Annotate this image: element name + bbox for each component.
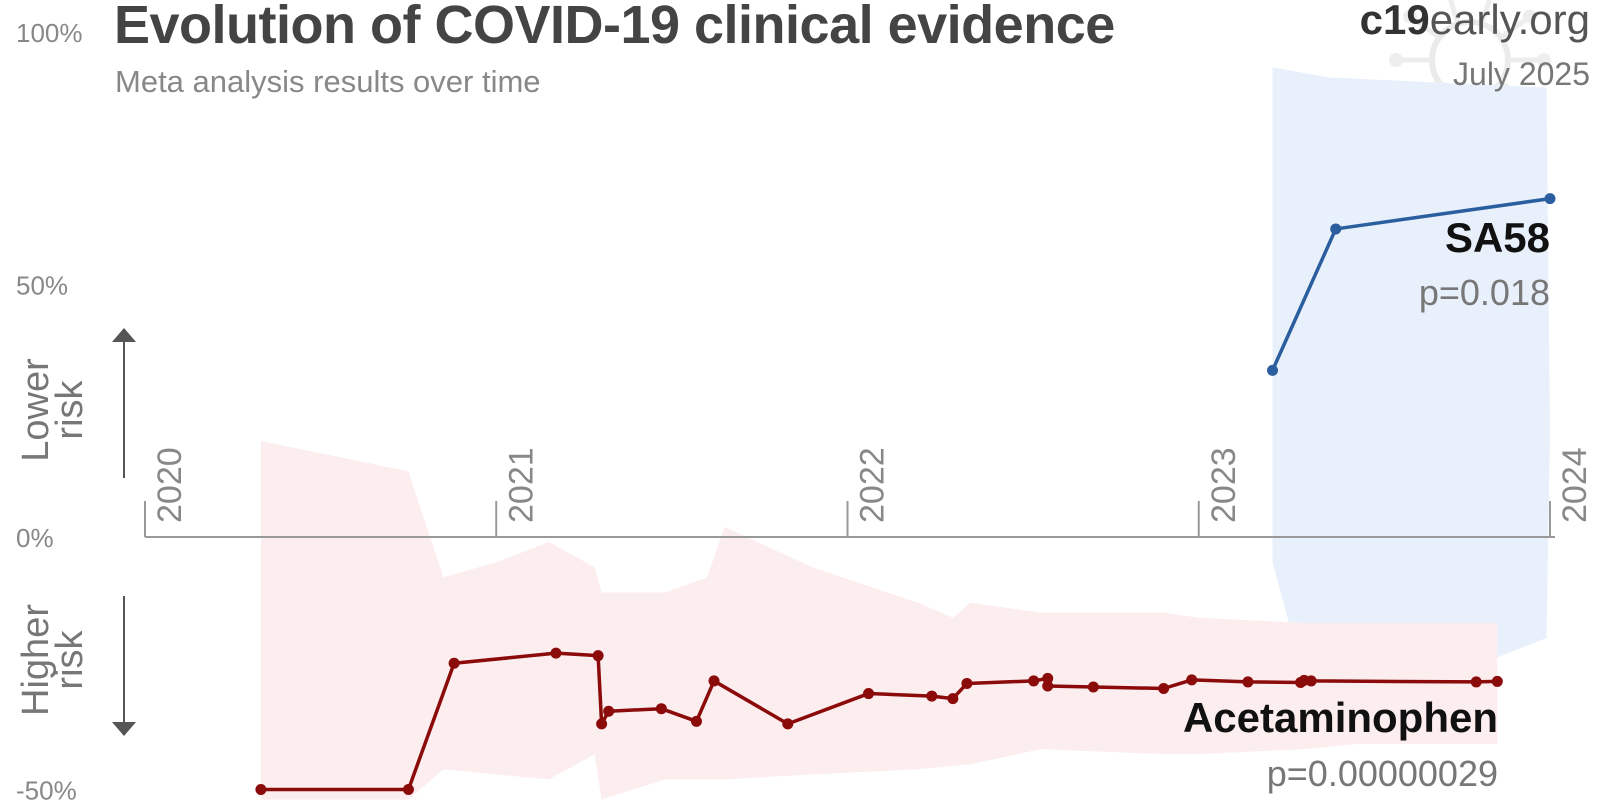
- y-tick-label: 100%: [16, 18, 83, 48]
- higher-risk-label: risk: [49, 629, 91, 689]
- higher-risk-arrow-head: [112, 722, 136, 736]
- data-point-acetaminophen: [1042, 672, 1054, 684]
- lower-risk-label: risk: [49, 379, 91, 439]
- data-point-acetaminophen: [690, 715, 702, 727]
- axes: 2020 2021 2022 2023 2024100%50%0%-50%Lowerri…: [15, 18, 1594, 800]
- y-tick-label: 50%: [16, 271, 68, 301]
- x-tick-label: 2020: [151, 447, 189, 523]
- data-point-acetaminophen: [1491, 675, 1503, 687]
- virus-spike: [1479, 0, 1493, 23]
- data-point-acetaminophen: [1186, 674, 1198, 686]
- x-tick-label: 2023: [1205, 447, 1243, 523]
- data-point-sa58: [1330, 223, 1342, 235]
- virus-spike-tip: [1403, 9, 1418, 24]
- y-tick-label: -50%: [16, 776, 77, 800]
- virus-spike-tip: [1537, 53, 1551, 67]
- chart-title: Evolution of COVID-19 clinical evidence: [114, 0, 1115, 55]
- confidence-band-sa58: [1272, 67, 1550, 724]
- higher-risk-label: Higher: [15, 604, 57, 716]
- confidence-band-acetaminophen: [260, 441, 1498, 800]
- x-tick-label: 2021: [502, 447, 540, 523]
- data-point-sa58: [1544, 193, 1556, 205]
- series-name-label: SA58: [1445, 214, 1550, 261]
- series-lines: [255, 193, 1556, 795]
- confidence-bands: [260, 67, 1550, 800]
- brand-date: July 2025: [1453, 56, 1590, 92]
- virus-spike-tip: [1389, 53, 1403, 67]
- series-labels: SA58 p=0.018 Acetaminophen p=0.00000029: [1183, 214, 1550, 794]
- series-name-label: Acetaminophen: [1183, 694, 1498, 741]
- data-point-acetaminophen: [1042, 680, 1054, 692]
- virus-spike: [1411, 16, 1440, 39]
- data-point-acetaminophen: [863, 688, 875, 700]
- data-point-acetaminophen: [1087, 681, 1099, 693]
- data-point-acetaminophen: [255, 784, 267, 795]
- x-tick-label: 2022: [854, 447, 892, 523]
- data-point-acetaminophen: [448, 657, 460, 669]
- y-tick-label: 0%: [16, 523, 54, 553]
- series-p-value: p=0.018: [1419, 272, 1550, 313]
- data-point-acetaminophen: [947, 693, 959, 705]
- virus-spike: [1500, 16, 1529, 39]
- brand-bold: c19: [1359, 0, 1430, 43]
- data-point-acetaminophen: [961, 677, 973, 689]
- data-point-acetaminophen: [402, 784, 414, 795]
- data-point-acetaminophen: [550, 647, 562, 659]
- data-point-acetaminophen: [926, 690, 938, 702]
- series-p-value: p=0.00000029: [1267, 753, 1498, 794]
- x-tick-label: 2024: [1556, 447, 1594, 523]
- brand-logo: c19early.org: [1360, 0, 1590, 44]
- lower-risk-label: Lower: [15, 358, 57, 462]
- chart-subtitle: Meta analysis results over time: [115, 64, 541, 99]
- data-point-acetaminophen: [708, 675, 720, 687]
- data-point-acetaminophen: [596, 718, 608, 730]
- data-point-acetaminophen: [1305, 675, 1317, 687]
- data-point-acetaminophen: [1158, 683, 1170, 694]
- lower-risk-arrow-head: [112, 328, 136, 342]
- data-point-acetaminophen: [782, 718, 794, 730]
- brand-rest: early.org: [1429, 0, 1590, 43]
- data-point-acetaminophen: [603, 705, 615, 717]
- data-point-acetaminophen: [655, 703, 667, 715]
- virus-spike-tip: [1522, 9, 1537, 24]
- data-point-acetaminophen: [592, 650, 604, 662]
- data-point-sa58: [1267, 364, 1279, 376]
- data-point-acetaminophen: [1470, 676, 1482, 688]
- virus-spike: [1447, 0, 1461, 23]
- data-point-acetaminophen: [1028, 675, 1040, 687]
- data-point-acetaminophen: [1242, 676, 1254, 688]
